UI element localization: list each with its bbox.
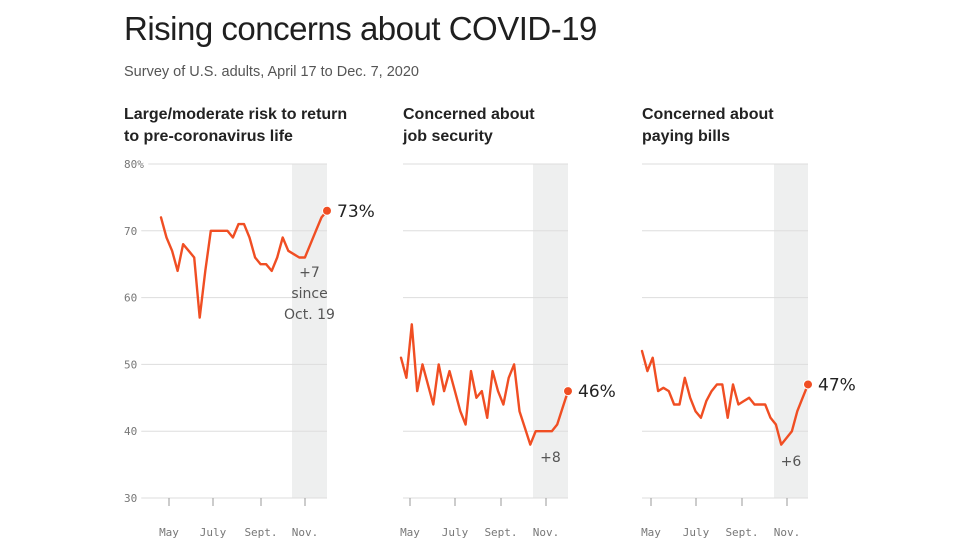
recent-period-shade [774,164,808,498]
end-point [563,386,573,397]
change-annotation: +6 [781,454,802,470]
panel-2-title-line-1: Concerned about [403,106,535,123]
end-value-label: 73% [337,202,375,222]
x-tick-label: Sept. [725,526,758,539]
end-point [322,205,332,216]
y-tick-label-bg [122,224,142,238]
x-tick-label: Nov. [774,526,801,539]
recent-period-shade [292,164,327,498]
x-tick-label: May [400,526,420,539]
y-tick-label: 70 [124,225,137,238]
y-tick-label-bg [122,291,142,305]
series-line [640,349,810,446]
x-tick-label: July [442,526,469,539]
y-tick-label-bg [122,425,142,439]
x-tick-label: July [200,526,227,539]
panel-3-title-line-1: Concerned about [642,106,774,123]
x-tick-label: Nov. [292,526,319,539]
page-title: Rising concerns about COVID-19 [124,10,597,47]
x-tick-label: July [683,526,710,539]
recent-period-shade [533,164,568,498]
panel-3: May July Sept. Nov. 47% +6 [640,163,856,539]
end-value-label: 47% [818,375,856,395]
end-point [803,379,813,390]
x-tick-label: Sept. [244,526,277,539]
panel-2-title: Concerned about job security [403,104,653,148]
x-tick-label: Nov. [533,526,560,539]
panel-2: May July Sept. Nov. 46% +8 [399,163,616,539]
panel-1-title-line-1: Large/moderate risk to return [124,106,348,123]
page-subtitle: Survey of U.S. adults, April 17 to Dec. … [124,64,419,80]
y-tick-label: 80% [124,158,144,171]
change-annotation: since [291,286,327,302]
y-tick-label: 30 [124,492,137,505]
end-value-label: 46% [578,382,616,402]
change-annotation: +8 [540,450,561,466]
y-tick-label-bg [122,492,142,505]
panel-1-title: Large/moderate risk to return to pre-cor… [124,104,374,148]
panel-3-title-line-2: paying bills [642,128,731,145]
panel-1-title-line-2: to pre-coronavirus life [124,128,293,145]
y-tick-label-bg [122,358,142,372]
x-tick-label: Sept. [484,526,517,539]
panel-1: 80% 70 60 50 40 30 May July Sept. Nov. 73% +7 since O… [122,158,375,539]
panel-3-title: Concerned about paying bills [642,104,892,148]
panel-2-title-line-2: job security [403,128,493,145]
x-tick-label: May [641,526,661,539]
y-tick-label: 40 [124,425,137,438]
change-annotation: Oct. 19 [284,307,335,323]
y-tick-label: 50 [124,358,137,371]
series-line [399,323,570,446]
change-annotation: +7 [299,265,320,281]
y-tick-label: 60 [124,292,137,305]
y-tick-label-bg [122,158,149,171]
series-line [159,209,329,319]
x-tick-label: May [159,526,179,539]
